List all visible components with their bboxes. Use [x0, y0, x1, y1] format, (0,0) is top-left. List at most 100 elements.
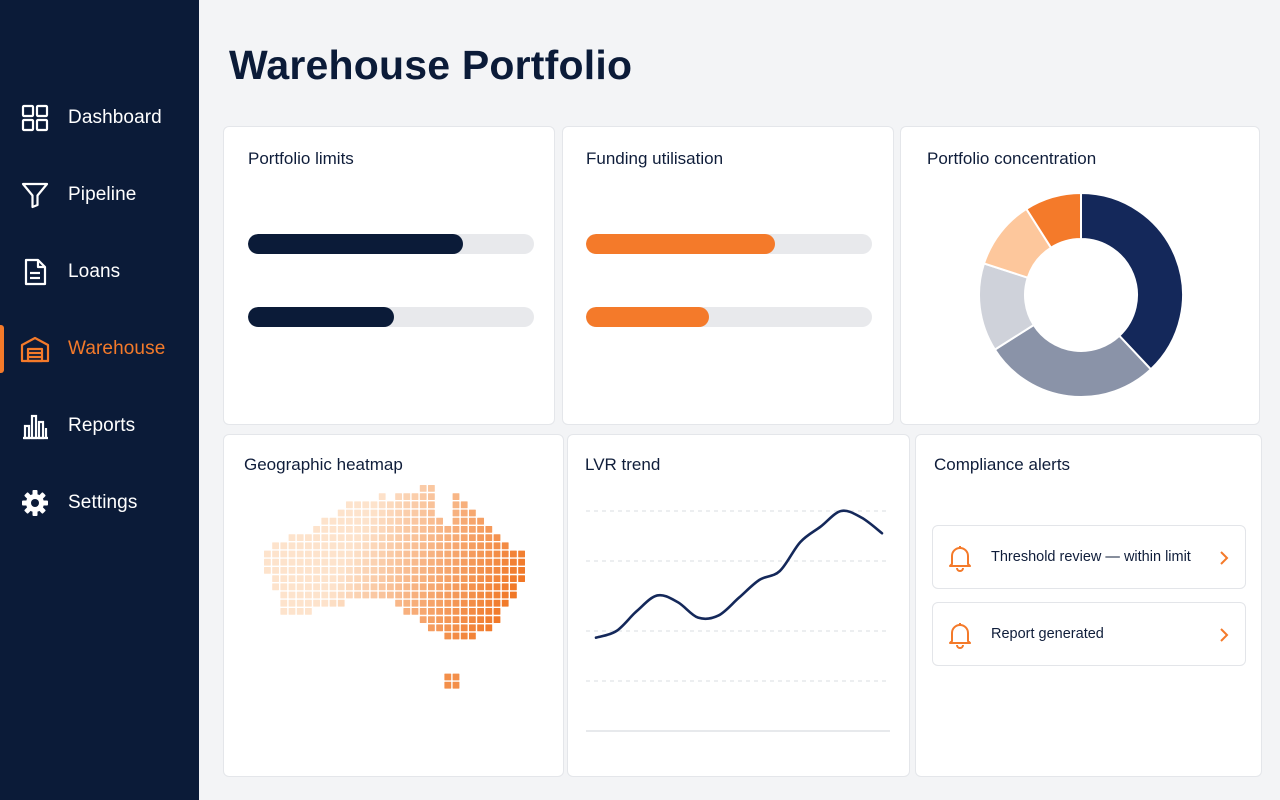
sidebar-item-pipeline[interactable]: Pipeline	[0, 167, 199, 223]
heatmap-tile	[264, 558, 271, 566]
heatmap-tile	[378, 542, 386, 550]
heatmap-tile	[444, 558, 452, 566]
heatmap-tile	[411, 526, 419, 533]
heatmap-tile	[411, 583, 419, 591]
heatmap-tile	[329, 575, 337, 582]
sidebar-item-settings[interactable]: Settings	[0, 475, 199, 531]
alert-text: Threshold review — within limit	[991, 549, 1191, 565]
heatmap-tile	[288, 599, 296, 607]
heatmap-tile	[485, 624, 493, 632]
heatmap-tile	[403, 493, 411, 500]
heatmap-tile	[444, 624, 452, 632]
heatmap-tile	[387, 591, 394, 599]
heatmap-tile	[321, 550, 329, 558]
heatmap-tile	[493, 575, 501, 582]
heatmap-tile	[428, 501, 435, 509]
heatmap-tile	[436, 517, 443, 525]
heatmap-tile	[469, 632, 476, 640]
heatmap-tile	[370, 542, 378, 550]
heatmap-tile	[378, 567, 386, 574]
heatmap-tile	[419, 485, 427, 492]
sidebar-item-loans[interactable]: Loans	[0, 244, 199, 300]
heatmap-tile	[436, 534, 443, 541]
heatmap-tile	[452, 493, 460, 500]
heatmap-tile	[501, 550, 509, 558]
sidebar-item-label: Warehouse	[68, 338, 166, 359]
heatmap-tile	[354, 558, 361, 566]
heatmap-tile	[296, 542, 304, 550]
alert-item[interactable]: Threshold review — within limit	[932, 525, 1246, 589]
heatmap-tile	[411, 501, 419, 509]
heatmap-tile	[485, 608, 493, 615]
heatmap-tile	[419, 534, 427, 541]
heatmap-tile	[288, 583, 296, 591]
heatmap-tile	[346, 534, 353, 541]
sidebar-item-warehouse[interactable]: Warehouse	[0, 321, 199, 377]
heatmap-tile	[436, 591, 443, 599]
heatmap-tile	[460, 558, 468, 566]
heatmap-tile	[329, 550, 337, 558]
heatmap-tile	[452, 509, 460, 517]
concentration-donut-chart	[978, 191, 1184, 398]
heatmap-tile	[501, 583, 509, 591]
heatmap-tile	[321, 517, 329, 525]
utilisation-bar-2-fill	[586, 307, 709, 327]
sidebar-item-reports[interactable]: Reports	[0, 398, 199, 454]
heatmap-tile	[305, 575, 312, 582]
document-icon	[20, 257, 50, 287]
heatmap-tile	[452, 591, 460, 599]
heatmap-tile	[337, 542, 345, 550]
limit-bar-2-fill	[248, 307, 394, 327]
heatmap-tile	[469, 567, 476, 574]
heatmap-tile	[272, 575, 279, 582]
heatmap-tile	[329, 517, 337, 525]
heatmap-tile	[370, 501, 378, 509]
heatmap-tile	[362, 583, 370, 591]
heatmap-tile	[428, 550, 435, 558]
heatmap-tile	[321, 526, 329, 533]
heatmap-tile	[370, 526, 378, 533]
heatmap-tile	[280, 599, 288, 607]
heatmap-tile	[362, 591, 370, 599]
card-title: Funding utilisation	[586, 149, 724, 168]
heatmap-tile	[469, 550, 476, 558]
heatmap-tile	[288, 550, 296, 558]
heatmap-tile	[452, 624, 460, 632]
heatmap-tile	[354, 575, 361, 582]
heatmap-tile	[436, 542, 443, 550]
sidebar-item-label: Settings	[68, 492, 138, 513]
heatmap-tile	[378, 550, 386, 558]
heatmap-tile	[477, 558, 484, 566]
sidebar-item-dashboard[interactable]: Dashboard	[0, 90, 199, 146]
heatmap-tile	[387, 542, 394, 550]
heatmap-tile	[313, 575, 320, 582]
heatmap-tile	[346, 575, 353, 582]
heatmap-tile	[436, 616, 443, 623]
heatmap-tile	[477, 591, 484, 599]
sidebar-item-label: Loans	[68, 261, 121, 282]
heatmap-tile	[264, 567, 271, 574]
heatmap-tile	[419, 575, 427, 582]
heatmap-tile	[296, 558, 304, 566]
heatmap-tile	[428, 608, 435, 615]
donut-slice	[993, 323, 1153, 398]
heatmap-tile	[485, 550, 493, 558]
heatmap-tile	[469, 583, 476, 591]
heatmap-tile	[485, 599, 493, 607]
heatmap-tile	[485, 526, 493, 533]
heatmap-tile	[354, 583, 361, 591]
alert-item[interactable]: Report generated	[932, 602, 1246, 666]
heatmap-tile	[313, 591, 320, 599]
heatmap-tile	[395, 583, 402, 591]
donut-slice	[1080, 191, 1184, 371]
heatmap-tile	[485, 591, 493, 599]
heatmap-tile	[305, 542, 312, 550]
heatmap-tile	[305, 558, 312, 566]
heatmap-tile	[469, 591, 476, 599]
heatmap-tile	[362, 509, 370, 517]
heatmap-tile	[346, 509, 353, 517]
heatmap-tile	[346, 517, 353, 525]
heatmap-tile	[411, 558, 419, 566]
heatmap-tile	[403, 517, 411, 525]
heatmap-tile	[452, 534, 460, 541]
